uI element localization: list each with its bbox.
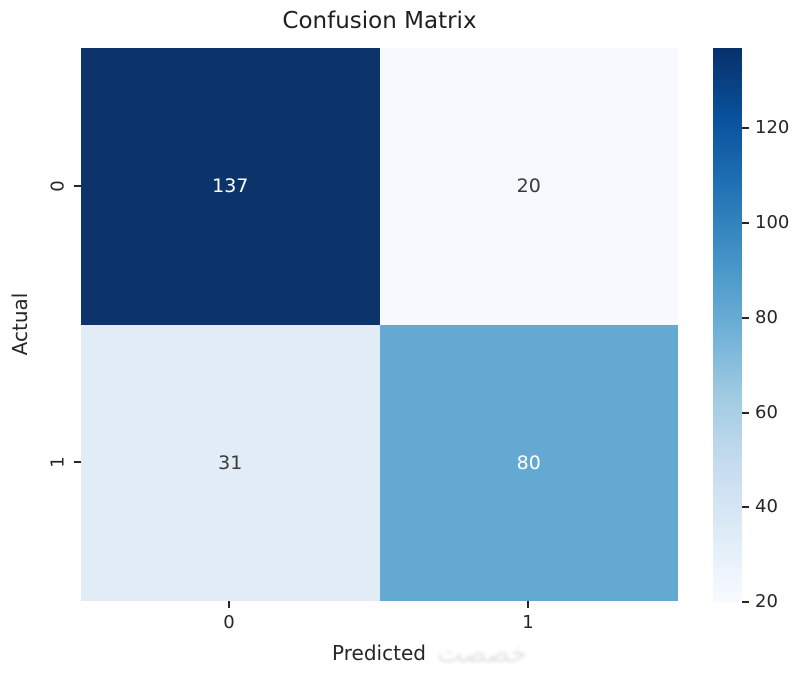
y-axis-label: Actual xyxy=(8,292,32,356)
heatmap-cell-0-1: 20 xyxy=(379,48,678,325)
colorbar-tick-label-1: 100 xyxy=(755,212,790,234)
colorbar-tick-label-0: 120 xyxy=(755,117,790,139)
x-tick-mark-0 xyxy=(228,601,230,608)
x-tick-label-1: 1 xyxy=(522,612,534,633)
watermark-text: خصصت xyxy=(437,638,528,669)
heatmap-cell-0-0: 137 xyxy=(81,48,380,325)
colorbar-tick-label-4: 40 xyxy=(755,496,778,518)
chart-title: Confusion Matrix xyxy=(282,8,477,34)
y-tick-label-1: 1 xyxy=(47,456,69,468)
colorbar-tick-mark-3 xyxy=(742,411,749,414)
heatmap-cell-1-0: 31 xyxy=(81,324,380,601)
colorbar-tick-mark-2 xyxy=(742,316,749,319)
colorbar-tick-label-5: 20 xyxy=(755,591,778,612)
heatmap-cell-1-1: 80 xyxy=(379,324,678,601)
y-tick-label-0: 0 xyxy=(47,180,69,192)
colorbar-gradient xyxy=(713,48,742,602)
x-tick-label-0: 0 xyxy=(223,612,235,633)
colorbar-tick-mark-5 xyxy=(742,601,749,603)
colorbar-tick-mark-1 xyxy=(742,222,749,225)
x-axis-label: Predicted xyxy=(332,641,426,665)
colorbar-tick-label-3: 60 xyxy=(755,401,778,423)
x-tick-mark-1 xyxy=(527,601,529,608)
heatmap-grid: 137 20 31 80 xyxy=(81,48,678,601)
y-tick-mark-1 xyxy=(74,461,81,463)
y-tick-mark-0 xyxy=(74,185,81,187)
colorbar-ticks: 120 100 80 60 40 20 xyxy=(742,48,810,611)
colorbar-tick-mark-0 xyxy=(742,127,749,130)
colorbar-tick-mark-4 xyxy=(742,506,749,509)
colorbar-tick-label-2: 80 xyxy=(755,306,778,328)
